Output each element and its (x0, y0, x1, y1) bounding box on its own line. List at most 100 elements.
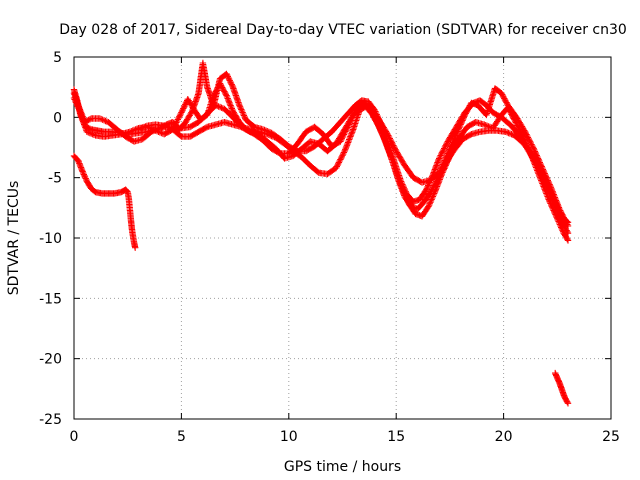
data-point-marker (443, 153, 450, 160)
data-point-marker (450, 137, 457, 145)
data-point-marker (80, 171, 87, 178)
data-point-marker (455, 126, 462, 134)
data-point-marker (221, 88, 228, 95)
data-point-marker (523, 131, 530, 138)
data-point-marker (556, 219, 563, 227)
data-point-marker (558, 224, 565, 231)
y-tick-label: -15 (39, 291, 62, 307)
data-point-marker (129, 127, 136, 134)
data-point-marker (228, 81, 235, 88)
data-point-marker (549, 205, 557, 213)
data-point-marker (126, 128, 133, 135)
data-point-marker (141, 123, 148, 131)
data-point-marker (379, 132, 386, 139)
data-point-marker (76, 107, 83, 115)
data-point-marker (225, 96, 232, 104)
data-point-marker (388, 139, 396, 146)
data-point-marker (343, 142, 351, 149)
x-tick-label: 10 (280, 429, 298, 445)
data-point-marker (344, 139, 352, 146)
data-point-marker (83, 128, 91, 135)
data-point-marker (435, 156, 442, 163)
data-point-marker (538, 163, 545, 170)
data-point-marker (499, 91, 506, 98)
data-point-marker (551, 192, 558, 200)
data-point-marker (259, 126, 267, 133)
data-point-marker (132, 244, 139, 251)
data-point-marker (508, 131, 515, 138)
data-point-marker (519, 133, 527, 140)
data-point-marker (163, 123, 171, 131)
data-point-marker (402, 193, 410, 201)
data-point-marker (553, 198, 560, 205)
data-point-marker (339, 152, 346, 159)
data-point-marker (265, 128, 272, 135)
data-point-marker (241, 113, 248, 121)
data-point-marker (138, 125, 145, 132)
data-point-marker (383, 141, 390, 149)
data-point-marker (202, 124, 210, 131)
data-point-marker (542, 188, 549, 196)
data-point-marker (213, 87, 220, 94)
data-point-marker (216, 80, 224, 87)
data-point-marker (530, 158, 537, 165)
data-point-marker (212, 88, 219, 95)
data-point-marker (528, 141, 535, 148)
data-point-marker (165, 124, 172, 131)
data-point-marker (548, 201, 555, 209)
data-point-marker (442, 155, 449, 163)
data-point-marker (338, 153, 345, 160)
data-point-marker (438, 149, 446, 156)
data-point-marker (100, 117, 108, 124)
data-point-marker (455, 125, 462, 132)
data-point-marker (534, 155, 542, 162)
data-point-marker (503, 99, 510, 106)
y-tick-label: -20 (39, 352, 62, 368)
data-point-marker (456, 122, 464, 130)
data-point-marker (524, 132, 531, 140)
data-point-marker (504, 129, 511, 136)
data-point-marker (463, 107, 471, 115)
data-point-marker (559, 228, 567, 235)
data-point-marker (539, 180, 546, 187)
data-point-marker (397, 155, 405, 163)
data-point-marker (453, 131, 460, 138)
data-series-group (70, 59, 572, 407)
y-tick-label: -5 (48, 171, 62, 187)
data-point-marker (518, 123, 526, 130)
x-tick-label: 25 (602, 429, 620, 445)
data-point-marker (505, 129, 512, 137)
data-point-marker (517, 129, 524, 136)
data-point-marker (237, 105, 244, 112)
data-point-marker (393, 171, 400, 178)
data-point-marker (226, 101, 234, 108)
data-point-marker (380, 134, 387, 142)
y-tick-label: 5 (53, 50, 62, 66)
data-point-marker (466, 103, 473, 111)
data-point-marker (434, 181, 441, 189)
data-point-marker (544, 175, 551, 183)
data-point-marker (514, 115, 521, 122)
data-point-marker (102, 117, 109, 125)
data-point-marker (403, 195, 410, 202)
data-point-marker (438, 150, 445, 158)
data-point-marker (162, 123, 169, 130)
data-point-marker (435, 179, 442, 186)
data-point-marker (437, 165, 445, 172)
data-point-marker (348, 130, 355, 137)
data-point-marker (552, 195, 559, 203)
data-point-marker (211, 91, 218, 98)
data-point-marker (344, 140, 351, 148)
data-point-marker (336, 157, 343, 165)
chart-title: Day 028 of 2017, Sidereal Day-to-day VTE… (59, 22, 627, 38)
data-point-marker (549, 189, 557, 197)
data-point-marker (180, 104, 188, 111)
data-point-marker (529, 144, 537, 151)
data-point-marker (482, 122, 489, 129)
data-point-marker (239, 109, 246, 116)
data-point-marker (498, 90, 505, 97)
data-point-marker (89, 131, 96, 138)
data-point-marker (397, 182, 405, 189)
data-point-marker (439, 148, 446, 155)
data-point-marker (224, 95, 231, 102)
